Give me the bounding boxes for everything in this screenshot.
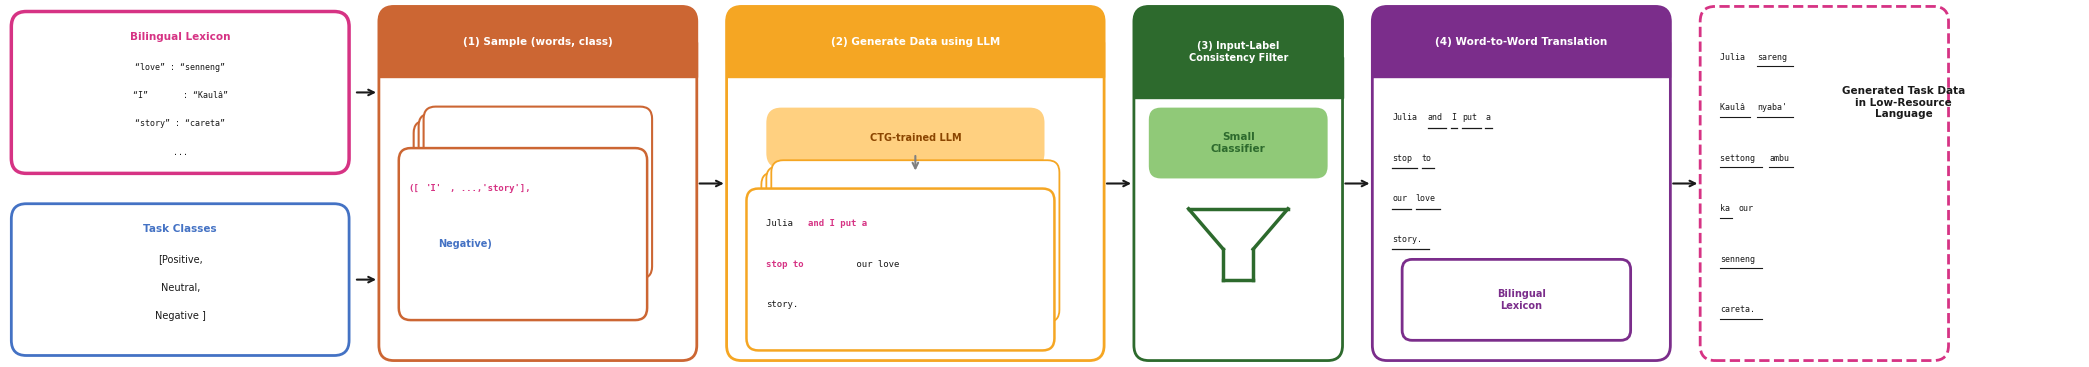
Text: senneng: senneng (1719, 255, 1755, 264)
Text: (1) Sample (words, class): (1) Sample (words, class) (464, 37, 612, 47)
FancyBboxPatch shape (767, 166, 1055, 328)
FancyBboxPatch shape (727, 7, 1105, 77)
FancyBboxPatch shape (1372, 42, 1671, 77)
FancyBboxPatch shape (727, 7, 1105, 360)
Text: story.: story. (1391, 235, 1423, 244)
Text: Negative): Negative) (439, 239, 493, 249)
FancyBboxPatch shape (10, 11, 349, 173)
Text: ...: ... (173, 148, 188, 157)
Text: our love: our love (850, 260, 898, 269)
FancyBboxPatch shape (399, 148, 648, 320)
FancyBboxPatch shape (771, 160, 1059, 322)
Text: stop: stop (1391, 154, 1412, 163)
FancyBboxPatch shape (1149, 108, 1329, 178)
Text: (3) Input-Label
Consistency Filter: (3) Input-Label Consistency Filter (1189, 41, 1289, 63)
Text: love: love (1416, 194, 1435, 203)
Text: and I put a: and I put a (808, 219, 867, 229)
Text: Julia: Julia (1719, 52, 1751, 62)
FancyBboxPatch shape (378, 7, 698, 77)
Text: , ...,'story'],: , ...,'story'], (451, 184, 531, 193)
Text: Julia: Julia (1391, 113, 1416, 122)
Text: nyaba': nyaba' (1757, 103, 1786, 112)
Text: a: a (1485, 113, 1489, 122)
Text: CTG-trained LLM: CTG-trained LLM (869, 133, 961, 143)
Text: to: to (1423, 154, 1431, 163)
Text: our: our (1738, 204, 1753, 213)
FancyBboxPatch shape (767, 108, 1044, 168)
Text: Bilingual Lexicon: Bilingual Lexicon (130, 32, 230, 42)
FancyBboxPatch shape (760, 172, 1049, 334)
Text: [Positive,: [Positive, (159, 254, 203, 264)
FancyBboxPatch shape (414, 121, 641, 293)
FancyBboxPatch shape (1134, 7, 1343, 98)
Text: I: I (1452, 113, 1456, 122)
Text: “story” : “careta”: “story” : “careta” (136, 119, 226, 128)
Text: Neutral,: Neutral, (161, 283, 201, 293)
Text: (2) Generate Data using LLM: (2) Generate Data using LLM (831, 37, 1001, 47)
Text: Negative ]: Negative ] (155, 311, 205, 321)
Text: (4) Word-to-Word Translation: (4) Word-to-Word Translation (1435, 37, 1606, 47)
Text: careta.: careta. (1719, 305, 1755, 315)
Text: “I”       : “Kaulâ”: “I” : “Kaulâ” (134, 91, 228, 100)
Text: 'I': 'I' (426, 184, 441, 193)
Text: Small
Classifier: Small Classifier (1212, 132, 1266, 154)
Text: story.: story. (767, 301, 798, 309)
FancyBboxPatch shape (1402, 259, 1632, 340)
FancyBboxPatch shape (1134, 57, 1343, 98)
Text: put: put (1462, 113, 1477, 122)
Text: Kaulâ: Kaulâ (1719, 103, 1751, 112)
FancyBboxPatch shape (10, 204, 349, 356)
FancyBboxPatch shape (378, 7, 698, 360)
FancyBboxPatch shape (378, 42, 698, 77)
FancyBboxPatch shape (1700, 7, 1949, 360)
FancyBboxPatch shape (418, 114, 648, 286)
Text: Julia: Julia (767, 219, 798, 229)
Text: Bilingual
Lexicon: Bilingual Lexicon (1498, 289, 1546, 310)
Text: ([: ([ (409, 184, 420, 193)
FancyBboxPatch shape (1372, 7, 1671, 360)
Text: Task Classes: Task Classes (144, 224, 217, 234)
Text: ambu: ambu (1769, 154, 1790, 163)
Text: Generated Task Data
in Low-Resource
Language: Generated Task Data in Low-Resource Lang… (1842, 86, 1966, 119)
Text: ka: ka (1719, 204, 1736, 213)
Text: “love” : “senneng”: “love” : “senneng” (136, 63, 226, 72)
Text: sareng: sareng (1757, 52, 1786, 62)
FancyBboxPatch shape (424, 106, 652, 279)
Text: and: and (1427, 113, 1443, 122)
Text: our: our (1391, 194, 1408, 203)
FancyBboxPatch shape (746, 189, 1055, 350)
FancyBboxPatch shape (727, 42, 1105, 77)
FancyBboxPatch shape (1134, 7, 1343, 360)
FancyBboxPatch shape (1372, 7, 1671, 77)
Text: stop to: stop to (767, 260, 804, 269)
Text: settong: settong (1719, 154, 1761, 163)
